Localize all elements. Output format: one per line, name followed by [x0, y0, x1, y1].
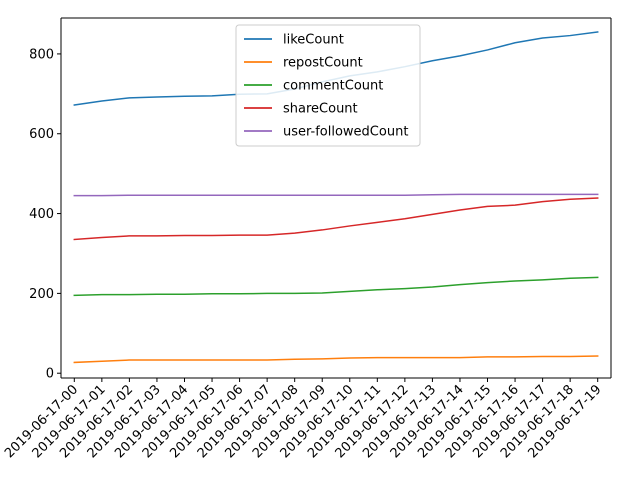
y-tick-label: 400: [29, 207, 54, 222]
legend-label-repostCount: repostCount: [283, 56, 363, 71]
series-line-commentCount: [73, 276, 599, 297]
series-line-repostCount: [73, 355, 599, 364]
y-tick-label: 200: [29, 287, 54, 302]
legend-label-likeCount: likeCount: [283, 33, 344, 48]
series-line-user-followedCount: [73, 193, 599, 197]
y-tick-label: 800: [29, 47, 54, 62]
legend-box: [235, 24, 421, 147]
series-line-shareCount: [73, 197, 599, 241]
legend-label-user-followedCount: user-followedCount: [283, 125, 408, 140]
y-tick-label: 600: [29, 127, 54, 142]
legend-label-commentCount: commentCount: [283, 79, 383, 94]
series-layer: [73, 31, 599, 364]
legend: likeCount repostCount commentCount shareCou…: [235, 24, 421, 147]
legend-label-shareCount: shareCount: [283, 102, 358, 117]
y-tick-label: 0: [46, 367, 54, 382]
axes-layer: 02004006008002019-06-17-002019-06-17-012…: [2, 17, 612, 461]
